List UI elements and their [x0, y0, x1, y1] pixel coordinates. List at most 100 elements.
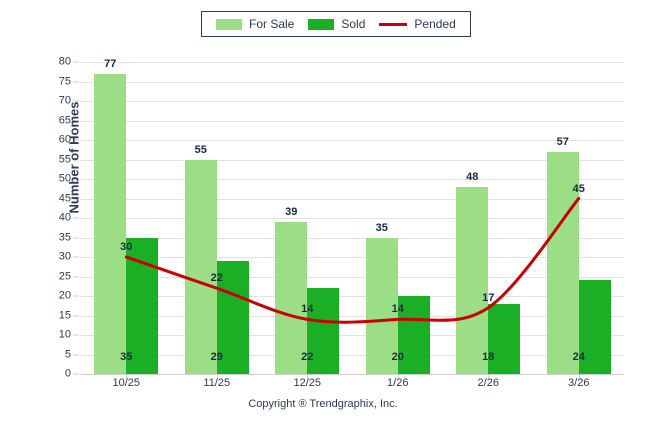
x-axis-tick-label: 12/25 [293, 377, 322, 389]
y-axis-tick-mark [73, 237, 79, 238]
chart-legend: For Sale Sold Pended [201, 11, 471, 37]
gridline [81, 81, 624, 83]
bar-value-label-sold: 18 [482, 351, 495, 363]
bar-sold[interactable] [216, 260, 249, 374]
bar-value-label-sold: 35 [120, 351, 133, 363]
bar-sold[interactable] [307, 288, 340, 374]
gridline [81, 296, 624, 297]
y-axis-tick-mark [73, 315, 79, 316]
bar-group: 39 22 [81, 62, 624, 374]
pended-value-label: 14 [301, 303, 314, 316]
y-axis-tick-label: 55 [58, 153, 71, 165]
gridline [81, 354, 624, 356]
y-axis-tick-mark [73, 198, 79, 199]
bar-value-label-sold: 20 [391, 351, 404, 363]
y-axis-tick-mark [73, 256, 79, 258]
bar-group: 35 20 [81, 62, 624, 374]
bar-group: 55 29 [81, 62, 624, 374]
legend-label-pended: Pended [414, 17, 456, 31]
bar-group: 57 24 [81, 62, 624, 374]
gridline [81, 335, 624, 336]
x-axis-tick-mark [216, 374, 218, 379]
gridline [81, 237, 624, 239]
bar-for-sale[interactable] [365, 237, 398, 374]
bar-for-sale[interactable] [275, 221, 308, 374]
x-axis-tick-label: 2/26 [477, 377, 499, 389]
x-axis-tick-mark [578, 374, 580, 379]
bar-sold[interactable] [488, 303, 521, 374]
y-axis-tick-mark [73, 373, 79, 375]
y-axis-tick-mark [73, 295, 79, 297]
gridline [81, 140, 624, 141]
gridline [81, 62, 624, 63]
y-axis-tick-label: 50 [58, 172, 71, 185]
legend-item-pended[interactable]: Pended [379, 17, 456, 31]
y-axis-tick-mark [73, 81, 79, 82]
bar-for-sale[interactable] [456, 186, 489, 374]
bar-value-label-for-sale: 35 [375, 221, 388, 234]
bar-for-sale[interactable] [94, 73, 127, 374]
pended-value-label: 17 [482, 291, 495, 304]
bar-value-label-sold: 22 [301, 351, 314, 363]
x-axis-tick-mark [307, 374, 309, 379]
y-axis-tick-mark [73, 100, 79, 102]
gridline [81, 276, 624, 278]
y-axis-tick-mark [73, 217, 79, 219]
pended-value-label: 45 [572, 182, 585, 195]
bar-value-label-for-sale: 48 [466, 170, 479, 183]
bar-value-label-for-sale: 39 [285, 205, 298, 218]
x-axis-tick-mark [488, 374, 490, 379]
y-axis-tick-mark [73, 178, 79, 180]
bar-for-sale[interactable] [546, 151, 579, 374]
y-axis-tick-label: 45 [58, 192, 71, 204]
y-axis-tick-label: 25 [58, 270, 71, 282]
y-axis-tick-label: 60 [58, 133, 71, 146]
bar-value-label-sold: 29 [210, 351, 223, 363]
x-axis-tick-label: 1/26 [387, 377, 409, 389]
y-axis-tick-mark [73, 139, 79, 141]
gridline [81, 315, 624, 317]
gridline [81, 198, 624, 200]
legend-item-sold[interactable]: Sold [308, 18, 365, 30]
legend-swatch-sold [308, 18, 335, 30]
gridline [81, 374, 624, 375]
x-axis-tick-mark [126, 374, 128, 379]
pended-line-path [124, 197, 581, 324]
x-axis: 10/25 11/25 12/25 1/26 2/26 3/26 [81, 374, 624, 396]
y-axis: 0 5 10 15 20 25 30 35 40 45 50 55 60 65 70 75 80 [0, 56, 81, 379]
x-axis-tick-label: 10/25 [112, 377, 141, 389]
bar-sold[interactable] [578, 280, 611, 374]
copyright-footer: Copyright ® Trendgraphix, Inc. [248, 398, 398, 410]
legend-item-for-sale[interactable]: For Sale [216, 18, 294, 30]
y-axis-tick-label: 5 [64, 348, 71, 360]
legend-swatch-for-sale [216, 18, 242, 30]
y-axis-tick-label: 0 [64, 367, 71, 380]
y-axis-tick-label: 40 [58, 211, 71, 224]
bar-value-label-for-sale: 55 [194, 143, 207, 156]
legend-label-sold: Sold [341, 17, 366, 31]
bar-sold[interactable] [397, 296, 430, 374]
y-axis-tick-mark [73, 334, 79, 336]
bar-group: 48 18 [81, 62, 624, 374]
legend-label-for-sale: For Sale [249, 17, 295, 31]
bar-group: 77 35 [81, 58, 624, 374]
y-axis-tick-label: 80 [58, 55, 71, 68]
bar-value-label-sold: 24 [572, 351, 585, 363]
plot-area: 77 35 55 29 39 22 35 20 48 18 57 24 30 22 14 14 17 45 [81, 58, 624, 375]
y-axis-tick-label: 70 [58, 94, 71, 107]
pended-value-label: 22 [210, 272, 223, 285]
y-axis-tick-mark [73, 120, 79, 121]
bar-for-sale[interactable] [184, 159, 217, 374]
y-axis-title: Number of Homes [66, 101, 82, 214]
x-axis-tick-label: 3/26 [568, 377, 590, 389]
bar-value-label-for-sale: 57 [556, 135, 569, 148]
x-axis-tick-mark [397, 374, 399, 379]
gridline [81, 101, 624, 102]
pended-value-label: 14 [391, 303, 404, 316]
y-axis-tick-mark [73, 61, 79, 63]
gridline [81, 120, 624, 122]
y-axis-tick-label: 35 [58, 231, 71, 243]
gridline [81, 159, 624, 161]
y-axis-tick-label: 65 [58, 114, 71, 126]
